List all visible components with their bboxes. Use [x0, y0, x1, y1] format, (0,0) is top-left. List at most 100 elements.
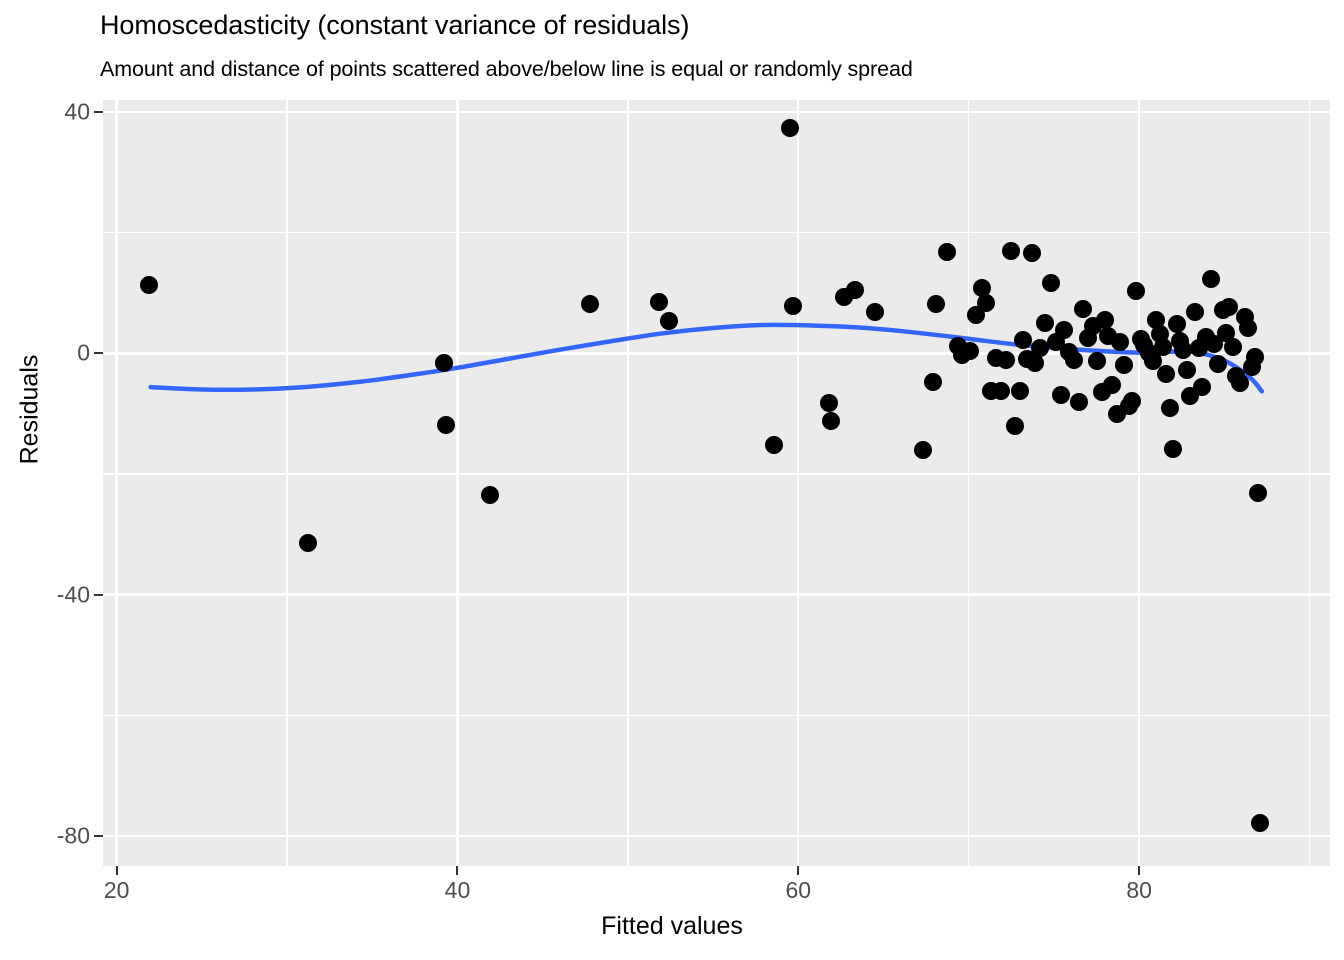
- scatter-point: [1026, 353, 1045, 372]
- x-axis-title: Fitted values: [601, 912, 743, 940]
- scatter-point: [966, 306, 985, 325]
- scatter-point: [1251, 813, 1270, 832]
- x-tick-label: 80: [1126, 877, 1152, 903]
- page-title: Homoscedasticity (constant variance of r…: [100, 10, 690, 40]
- scatter-point: [1102, 375, 1121, 394]
- x-tick-mark: [1138, 866, 1141, 875]
- scatter-point: [1014, 331, 1033, 350]
- y-tick-label: -80: [56, 822, 90, 849]
- y-axis-title: Residuals: [15, 354, 44, 465]
- smooth-trend-line: [148, 322, 1265, 394]
- scatter-point: [1123, 391, 1142, 410]
- scatter-point: [1031, 338, 1050, 357]
- scatter-point: [1147, 310, 1166, 329]
- y-tick-label: 40: [64, 98, 90, 125]
- scatter-point: [434, 353, 453, 372]
- gridline-minor-x: [286, 100, 288, 866]
- scatter-point: [1070, 392, 1089, 411]
- plot-panel: [103, 100, 1330, 866]
- scatter-point: [913, 440, 932, 459]
- scatter-point: [1230, 373, 1249, 392]
- scatter-point: [1005, 416, 1024, 435]
- chart-subtitle: Amount and distance of points scattered …: [100, 57, 913, 81]
- scatter-point: [821, 411, 840, 430]
- x-tick-label: 60: [785, 877, 812, 903]
- gridline-minor-x: [968, 100, 970, 866]
- y-tick-label: 0: [77, 339, 90, 366]
- scatter-point: [961, 341, 980, 360]
- gridline-minor-y: [103, 473, 1330, 475]
- scatter-point: [1164, 440, 1183, 459]
- scatter-point: [1177, 360, 1196, 379]
- scatter-point: [140, 276, 158, 295]
- scatter-point: [480, 486, 499, 505]
- scatter-point: [298, 533, 317, 552]
- scatter-point: [1246, 347, 1265, 366]
- scatter-point: [780, 119, 799, 138]
- scatter-point: [937, 242, 956, 261]
- x-tick-mark: [115, 866, 118, 875]
- scatter-point: [1096, 311, 1115, 330]
- scatter-point: [1143, 351, 1162, 370]
- scatter-point: [1073, 299, 1092, 318]
- scatter-point: [765, 436, 784, 454]
- scatter-point: [845, 280, 864, 299]
- gridline-minor-x: [1308, 100, 1311, 866]
- scatter-point: [976, 293, 995, 312]
- gridline-minor-x: [627, 100, 629, 866]
- gridline-major-x: [1137, 100, 1141, 866]
- x-tick-label: 40: [444, 877, 471, 903]
- gridline-major-y: [103, 110, 1330, 114]
- scatter-point: [819, 394, 838, 413]
- scatter-point: [865, 303, 884, 322]
- scatter-point: [1051, 385, 1070, 404]
- scatter-point: [1010, 381, 1029, 400]
- x-tick-label: 20: [103, 877, 130, 903]
- gridline-major-y: [103, 834, 1330, 838]
- scatter-point: [1220, 297, 1239, 316]
- scatter-point: [649, 293, 668, 312]
- scatter-point: [784, 296, 803, 315]
- scatter-point: [992, 381, 1011, 400]
- scatter-point: [1111, 332, 1130, 351]
- gridline-major-x: [115, 100, 118, 866]
- scatter-point: [1157, 364, 1176, 383]
- scatter-point: [1239, 318, 1258, 337]
- y-tick-label: -40: [56, 581, 90, 608]
- scatter-point: [659, 311, 678, 330]
- scatter-point: [1002, 242, 1021, 261]
- scatter-point: [1193, 378, 1212, 397]
- scatter-point: [1174, 341, 1193, 360]
- x-tick-mark: [797, 866, 800, 875]
- scatter-point: [1208, 355, 1227, 374]
- gridline-major-x: [456, 100, 459, 866]
- x-tick-mark: [456, 866, 459, 875]
- y-tick-mark: [94, 834, 103, 837]
- gridline-minor-y: [103, 232, 1330, 234]
- scatter-point: [1065, 350, 1084, 369]
- scatter-point: [1087, 352, 1106, 371]
- scatter-point: [1041, 273, 1060, 292]
- scatter-point: [1153, 338, 1172, 357]
- scatter-point: [1055, 320, 1074, 339]
- scatter-point: [1114, 356, 1133, 375]
- scatter-point: [923, 373, 942, 392]
- y-tick-mark: [94, 352, 103, 355]
- gridline-major-y: [103, 593, 1330, 596]
- scatter-point: [1186, 302, 1205, 321]
- scatter-point: [997, 350, 1016, 369]
- scatter-point: [927, 294, 946, 313]
- gridline-minor-y: [103, 714, 1330, 716]
- scatter-point: [581, 295, 600, 314]
- scatter-point: [973, 278, 992, 297]
- y-tick-mark: [94, 593, 103, 596]
- scatter-point: [1022, 244, 1041, 263]
- scatter-point: [1126, 281, 1145, 300]
- scatter-point: [1249, 483, 1268, 502]
- scatter-point: [1201, 269, 1220, 288]
- scatter-point: [1167, 315, 1186, 334]
- scatter-point: [1036, 314, 1055, 333]
- scatter-point: [1160, 399, 1179, 418]
- gridline-major-y: [103, 352, 1330, 355]
